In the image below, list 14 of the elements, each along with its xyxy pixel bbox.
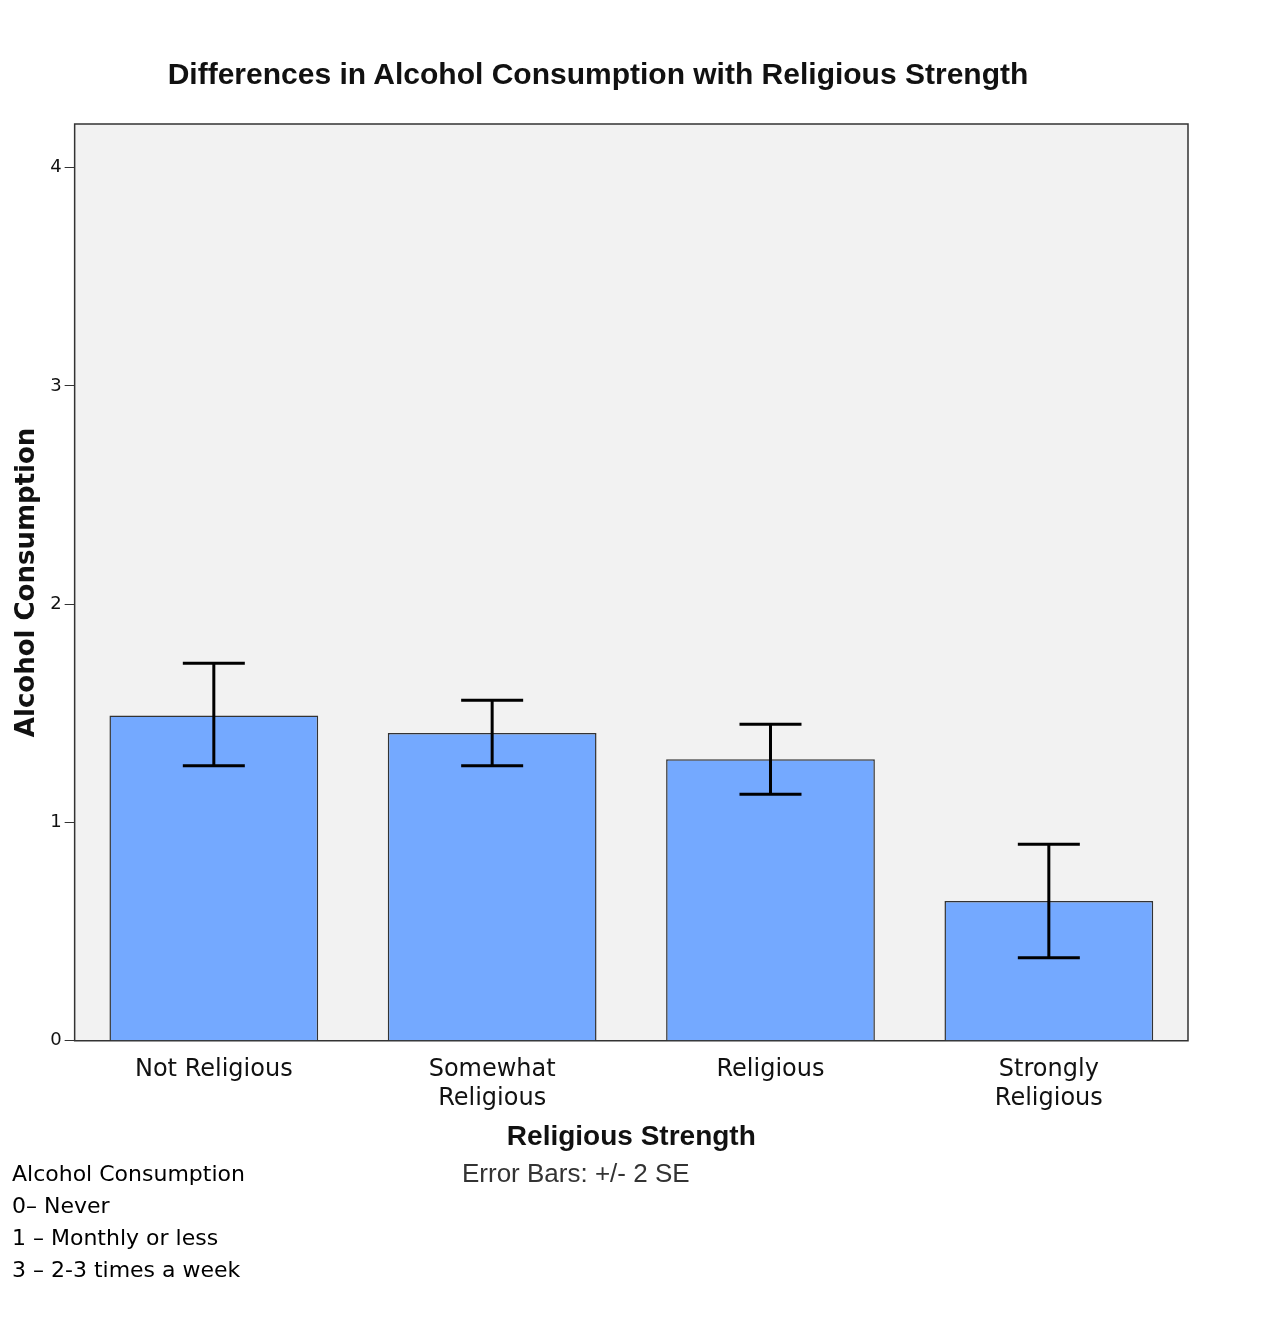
y-tick-label: 0	[50, 1028, 62, 1050]
x-axis-title: Religious Strength	[506, 1119, 756, 1151]
x-tick-label: Religious	[716, 1054, 825, 1083]
x-tick-label: Strongly Religious	[994, 1054, 1103, 1112]
x-tick-label: Not Religious	[134, 1054, 293, 1083]
x-tick-label: Somewhat Religious	[428, 1054, 556, 1112]
text: Error Bars: +/- 2 SE	[462, 1158, 690, 1189]
text: Alcohol Consumption 0– Never 1 – Monthly or less 3 – 2-3 times a week	[11, 1160, 246, 1284]
y-tick-label: 3	[50, 373, 62, 395]
y-tick-label: 2	[50, 591, 62, 613]
y-axis-title: Alcohol Consumption	[10, 427, 41, 738]
y-tick-label: 4	[50, 155, 62, 177]
chart-title: Differences in Alcohol Consumption with Religious Strength	[167, 57, 1029, 91]
y-tick-label: 1	[50, 810, 62, 832]
